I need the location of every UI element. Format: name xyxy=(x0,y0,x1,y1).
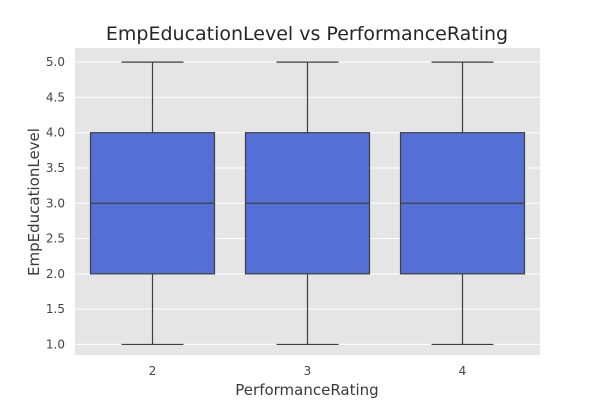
x-tick-label: 4 xyxy=(459,364,467,378)
y-tick-label: 5.0 xyxy=(46,55,65,69)
x-tick-labels: 2 3 4 xyxy=(149,364,467,378)
y-tick-label: 4.0 xyxy=(46,126,65,140)
y-tick-label: 1.0 xyxy=(46,337,65,351)
box-2 xyxy=(89,61,216,346)
y-tick-label: 3.5 xyxy=(46,161,65,175)
y-axis-label: EmpEducationLevel xyxy=(25,128,43,276)
box-layer xyxy=(89,61,526,346)
chart-title: EmpEducationLevel vs PerformanceRating xyxy=(106,23,508,45)
y-tick-labels: 1.0 1.5 2.0 2.5 3.0 3.5 4.0 4.5 5.0 xyxy=(46,55,65,351)
x-tick-label: 3 xyxy=(304,364,312,378)
y-tick-label: 2.0 xyxy=(46,267,65,281)
y-tick-label: 3.0 xyxy=(46,196,65,210)
x-tick-label: 2 xyxy=(149,364,157,378)
y-tick-label: 1.5 xyxy=(46,302,65,316)
x-axis-label: PerformanceRating xyxy=(235,381,378,399)
box-4 xyxy=(399,61,526,346)
y-tick-label: 4.5 xyxy=(46,90,65,104)
y-tick-label: 2.5 xyxy=(46,232,65,246)
box-3 xyxy=(244,61,371,346)
